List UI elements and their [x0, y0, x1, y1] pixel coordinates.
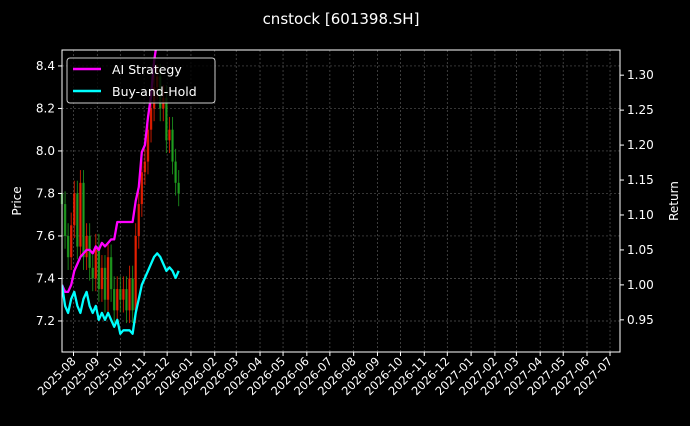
candle-body [97, 246, 101, 290]
candle-body [171, 129, 174, 162]
candle-body [125, 289, 128, 311]
y-tick-label-left: 7.6 [36, 229, 55, 243]
candle-body [91, 267, 94, 279]
candle-body [116, 289, 119, 311]
y-tick-label-right: 1.10 [627, 208, 654, 222]
candle-body [128, 278, 131, 311]
y-tick-label-right: 0.95 [627, 313, 654, 327]
candle-body [140, 172, 144, 205]
candle-body [88, 235, 91, 268]
x-axis: 2025-082025-092025-102025-112025-122026-… [35, 352, 615, 398]
candle-body [134, 235, 137, 311]
return-lines [62, 50, 180, 335]
candlesticks [60, 63, 180, 324]
plot-frame [61, 49, 621, 353]
y-tick-label-left: 7.8 [36, 186, 55, 200]
candle-body [149, 108, 153, 130]
y-tick-label-right: 1.30 [627, 68, 654, 82]
candle-body [82, 182, 85, 258]
legend: AI Strategy Buy-and-Hold [66, 57, 216, 104]
y-tick-label-left: 8.0 [36, 144, 55, 158]
chart-title: cnstock [601398.SH] [263, 10, 420, 28]
candle-body [177, 182, 180, 194]
candle-body [94, 246, 97, 279]
y-tick-label-left: 8.4 [36, 59, 55, 73]
candle-body [63, 204, 67, 236]
candle-body [66, 235, 70, 258]
y-axis-right: 0.95 1.00 1.05 1.10 1.15 1.20 1.25 1.30 [620, 68, 654, 327]
candle-body [168, 129, 171, 141]
series-line-buy-and-hold [62, 252, 180, 335]
candle-body [73, 193, 76, 226]
candle-body [165, 97, 168, 141]
y-tick-label-left: 8.2 [36, 101, 55, 115]
candle-body [109, 257, 113, 290]
y-label-left: Price [10, 186, 24, 215]
candle-body [85, 235, 88, 258]
candle-body [103, 267, 107, 300]
candle-body [112, 289, 116, 311]
candle-body [174, 161, 177, 183]
y-tick-label-right: 1.25 [627, 103, 654, 117]
candle-body [119, 289, 122, 300]
candle-body [76, 193, 79, 247]
y-tick-label-right: 1.05 [627, 243, 654, 257]
legend-label-buyhold: Buy-and-Hold [112, 84, 197, 99]
candle-body [100, 267, 104, 290]
candle-body [79, 182, 82, 247]
y-tick-label-right: 1.20 [627, 138, 654, 152]
y-axis-left: 7.2 7.4 7.6 7.8 8.0 8.2 8.4 [36, 59, 62, 328]
candle-body [122, 289, 125, 300]
y-tick-label-right: 1.00 [627, 278, 654, 292]
candle-body [131, 278, 134, 311]
y-label-right: Return [667, 181, 681, 221]
y-tick-label-left: 7.2 [36, 314, 55, 328]
candle-body [146, 129, 150, 162]
legend-label-strategy: AI Strategy [112, 62, 182, 77]
y-tick-label-right: 1.15 [627, 173, 654, 187]
candle-body [70, 225, 73, 258]
candle-body [143, 161, 147, 173]
candle-body [106, 257, 110, 300]
y-tick-label-left: 7.4 [36, 271, 55, 285]
series-line-ai-strategy [62, 50, 157, 294]
candle-body [137, 204, 140, 236]
